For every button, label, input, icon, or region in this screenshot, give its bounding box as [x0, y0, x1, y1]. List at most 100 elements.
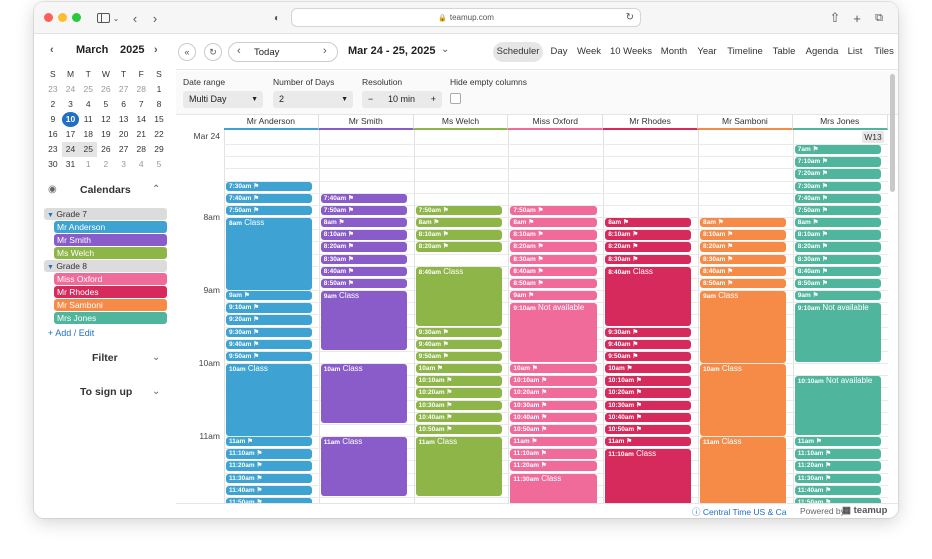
- chevron-down-icon[interactable]: ⌄: [441, 44, 450, 55]
- event-block[interactable]: 10:40am ⚑: [605, 412, 692, 423]
- event-block[interactable]: 8:10am ⚑: [510, 230, 597, 240]
- event-block[interactable]: 10:10am ⚑: [415, 376, 502, 386]
- column-header[interactable]: Mr Samboni: [698, 115, 793, 130]
- event-block[interactable]: 8am ⚑: [415, 218, 502, 228]
- event-block[interactable]: 8:40am Class: [605, 266, 692, 326]
- reload-icon[interactable]: ↻: [625, 12, 634, 23]
- tab-table[interactable]: Table: [772, 46, 796, 57]
- mini-cal-day[interactable]: 26: [101, 84, 111, 94]
- tab-tiles[interactable]: Tiles: [874, 46, 894, 57]
- event-block[interactable]: 8:50am ⚑: [510, 278, 597, 289]
- column-header[interactable]: Mr Anderson: [224, 115, 319, 130]
- event-block[interactable]: 8am Class: [226, 218, 313, 290]
- calendar-item[interactable]: Mr Smith: [54, 234, 167, 246]
- increment-button[interactable]: +: [430, 94, 436, 104]
- event-block[interactable]: 8:30am ⚑: [700, 254, 787, 264]
- mini-cal-day[interactable]: 12: [101, 114, 111, 124]
- event-block[interactable]: 10:50am ⚑: [510, 424, 597, 435]
- event-block[interactable]: 9:50am ⚑: [415, 351, 502, 362]
- minimize-window-button[interactable]: [58, 13, 67, 22]
- date-range-title[interactable]: Mar 24 - 25, 2025: [348, 45, 436, 57]
- event-block[interactable]: 7:30am ⚑: [794, 181, 882, 191]
- event-block[interactable]: 7:10am ⚑: [794, 157, 882, 167]
- event-block[interactable]: 8:10am ⚑: [605, 230, 692, 240]
- tab-week[interactable]: Week: [576, 46, 602, 57]
- mini-cal-day[interactable]: 30: [48, 159, 58, 169]
- event-block[interactable]: 11:10am ⚑: [510, 449, 597, 459]
- mini-cal-day[interactable]: 23: [48, 144, 58, 154]
- event-block[interactable]: 10:20am ⚑: [510, 388, 597, 398]
- event-block[interactable]: 9am Class: [320, 291, 408, 351]
- mini-cal-day[interactable]: 1: [156, 84, 162, 94]
- next-month-icon[interactable]: ›: [154, 44, 158, 56]
- event-block[interactable]: 10am ⚑: [605, 364, 692, 374]
- prev-month-icon[interactable]: ‹: [50, 44, 54, 56]
- event-block[interactable]: 7:50am ⚑: [320, 205, 408, 216]
- event-block[interactable]: 9:50am ⚑: [605, 351, 692, 362]
- event-block[interactable]: 7:50am ⚑: [226, 205, 313, 216]
- mini-cal-day[interactable]: 23: [48, 84, 58, 94]
- tab-agenda[interactable]: Agenda: [805, 46, 839, 57]
- event-block[interactable]: 7am ⚑: [794, 145, 882, 155]
- address-bar[interactable]: 🔒 teamup.com ↻: [291, 8, 641, 27]
- mini-cal-day[interactable]: 31: [65, 159, 76, 169]
- event-block[interactable]: 10am Class: [320, 364, 408, 424]
- filter-heading[interactable]: Filter: [92, 352, 118, 364]
- column-header[interactable]: Miss Oxford: [508, 115, 604, 130]
- event-block[interactable]: 10:20am ⚑: [415, 388, 502, 398]
- event-block[interactable]: 8:10am ⚑: [700, 230, 787, 240]
- refresh-icon[interactable]: ↻: [204, 43, 222, 61]
- tabs-overview-icon[interactable]: ⧉: [875, 11, 883, 24]
- event-block[interactable]: 7:30am ⚑: [226, 181, 313, 191]
- event-block[interactable]: 8:20am ⚑: [415, 242, 502, 252]
- mini-cal-month[interactable]: March: [76, 44, 109, 56]
- event-block[interactable]: 8:20am ⚑: [320, 242, 408, 252]
- event-block[interactable]: 11am Class: [700, 437, 787, 509]
- event-block[interactable]: 8:10am ⚑: [794, 230, 882, 240]
- event-block[interactable]: 9:40am ⚑: [415, 339, 502, 350]
- mini-cal-day[interactable]: 24: [65, 84, 76, 94]
- tab-list[interactable]: List: [847, 46, 863, 57]
- chevron-down-icon[interactable]: ⌄: [112, 13, 120, 23]
- event-block[interactable]: 11:10am Class: [605, 449, 692, 509]
- mini-cal-day[interactable]: 28: [136, 84, 147, 94]
- mini-cal-day[interactable]: 20: [118, 129, 129, 139]
- event-block[interactable]: 8:40am ⚑: [794, 266, 882, 277]
- chevron-down-icon[interactable]: ⌄: [152, 386, 161, 397]
- tab-day[interactable]: Day: [550, 46, 568, 57]
- event-block[interactable]: 10am Class: [226, 364, 313, 436]
- mini-cal-day[interactable]: 4: [138, 159, 144, 169]
- calendar-group[interactable]: ▼ Grade 8: [44, 260, 167, 272]
- mini-cal-day[interactable]: 29: [154, 144, 164, 154]
- event-block[interactable]: 10:20am ⚑: [605, 388, 692, 398]
- event-block[interactable]: 8:30am ⚑: [510, 254, 597, 264]
- back-icon[interactable]: ‹: [132, 10, 138, 26]
- event-block[interactable]: 10:30am ⚑: [415, 400, 502, 410]
- mini-cal-day[interactable]: 13: [118, 114, 129, 124]
- hide-empty-checkbox[interactable]: [450, 93, 461, 104]
- event-block[interactable]: 11:30am ⚑: [226, 473, 313, 483]
- event-block[interactable]: 11:20am ⚑: [794, 461, 882, 471]
- event-block[interactable]: 11:10am ⚑: [794, 449, 882, 459]
- event-block[interactable]: 11:20am ⚑: [510, 461, 597, 471]
- mini-cal-day[interactable]: 7: [138, 99, 144, 109]
- mini-cal-day[interactable]: 25: [83, 84, 93, 94]
- event-block[interactable]: 11am ⚑: [794, 437, 882, 447]
- mini-cal-day[interactable]: 6: [121, 99, 126, 109]
- calendar-item[interactable]: Mrs Jones: [54, 312, 167, 324]
- event-block[interactable]: 9am Class: [700, 291, 787, 363]
- column-header[interactable]: Mrs Jones: [792, 115, 888, 130]
- add-edit-link[interactable]: + Add / Edit: [48, 328, 95, 338]
- event-block[interactable]: 11:10am ⚑: [226, 449, 313, 459]
- event-block[interactable]: 8:20am ⚑: [605, 242, 692, 252]
- event-block[interactable]: 8am ⚑: [605, 218, 692, 228]
- event-block[interactable]: 10:40am ⚑: [510, 412, 597, 423]
- tab-year[interactable]: Year: [697, 46, 717, 57]
- event-block[interactable]: 9:20am ⚑: [226, 315, 313, 325]
- mini-cal-day[interactable]: 25: [79, 142, 98, 157]
- event-block[interactable]: 9:50am ⚑: [226, 351, 313, 362]
- event-block[interactable]: 9am ⚑: [226, 291, 313, 301]
- event-block[interactable]: 10:50am ⚑: [415, 424, 502, 435]
- event-block[interactable]: 11am Class: [415, 437, 502, 497]
- event-block[interactable]: 8:50am ⚑: [700, 278, 787, 289]
